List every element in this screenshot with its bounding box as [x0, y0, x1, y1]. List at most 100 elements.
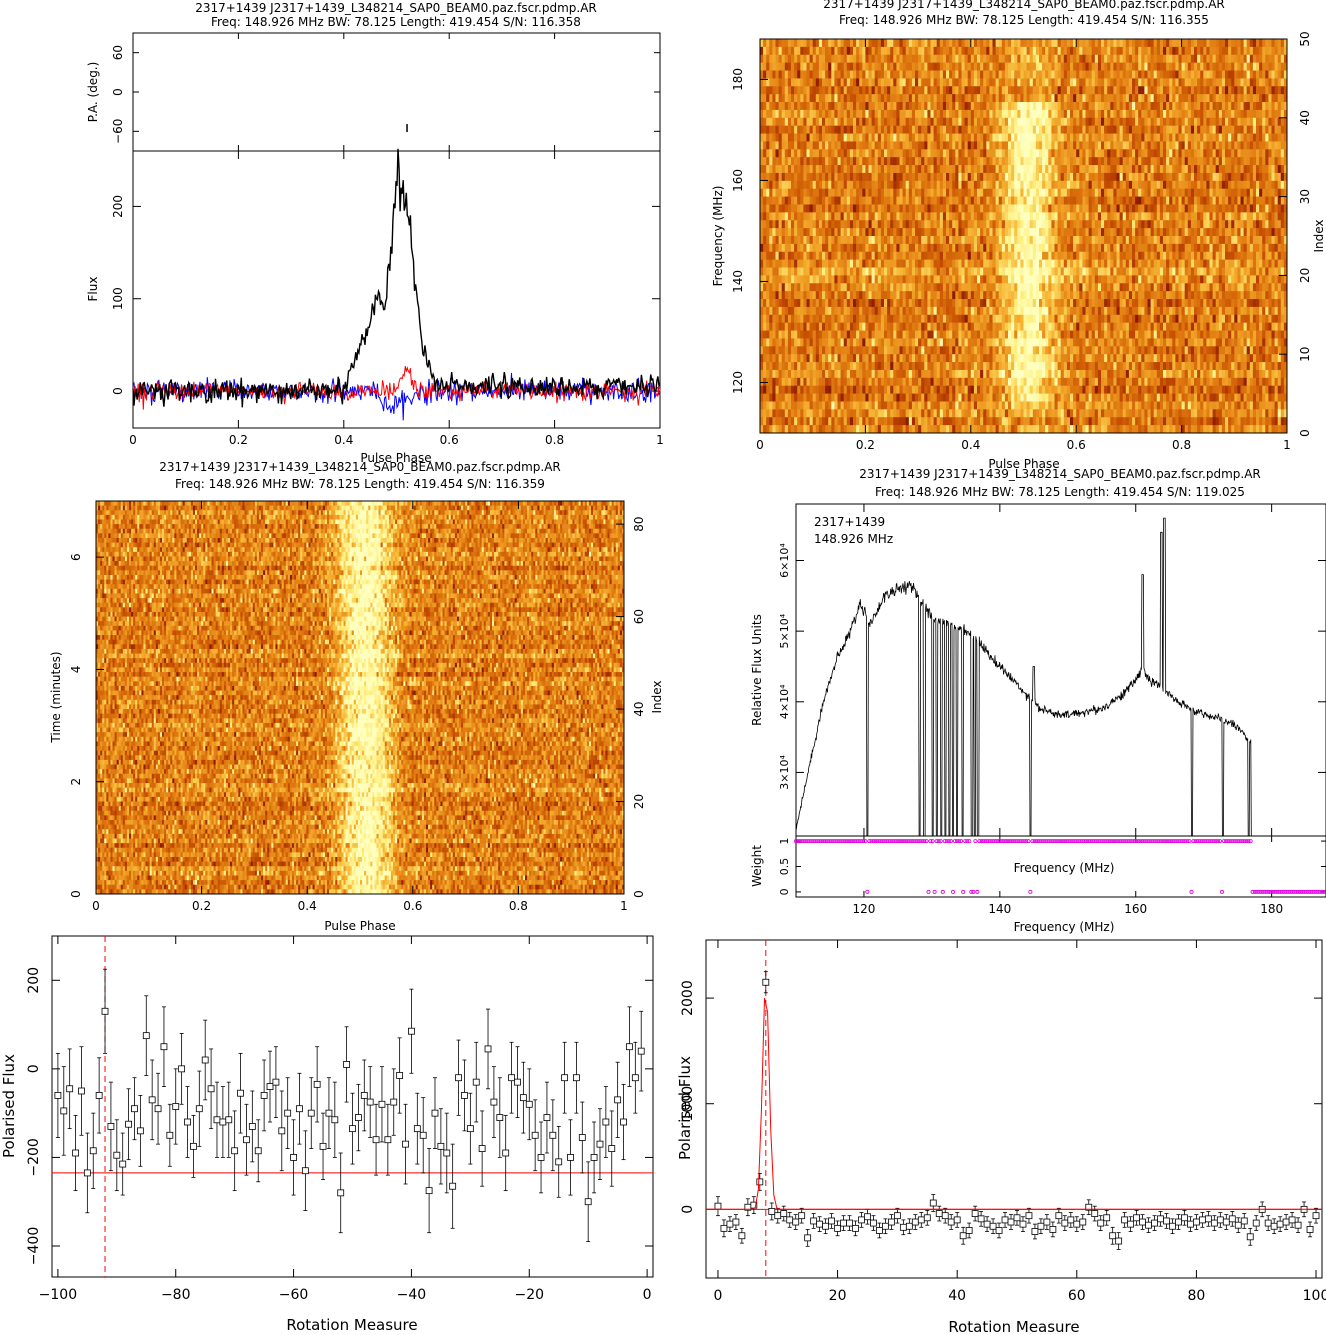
heatmap-cell	[1011, 71, 1015, 79]
heatmap-cell	[1030, 149, 1034, 157]
heatmap-cell	[1231, 173, 1235, 181]
heatmap-cell	[831, 141, 835, 149]
heatmap-cell	[893, 181, 897, 189]
heatmap-cell	[1117, 47, 1121, 55]
heatmap-cell	[1135, 141, 1139, 149]
heatmap-cell	[878, 212, 882, 220]
heatmap-cell	[1005, 39, 1009, 47]
heatmap-cell	[1008, 118, 1012, 126]
heatmap-cell	[952, 173, 956, 181]
heatmap-cell	[1027, 149, 1031, 157]
heatmap-cell	[896, 55, 900, 63]
heatmap-cell	[800, 204, 804, 212]
heatmap-cell	[912, 94, 916, 102]
heatmap-cell	[996, 110, 1000, 118]
heatmap-cell	[856, 94, 860, 102]
heatmap-cell	[841, 204, 845, 212]
heatmap-cell	[896, 71, 900, 79]
heatmap-cell	[931, 181, 935, 189]
heatmap-cell	[810, 63, 814, 71]
heatmap-cell	[1225, 71, 1229, 79]
heatmap-cell	[1259, 71, 1263, 79]
heatmap-cell	[772, 197, 776, 205]
heatmap-cell	[847, 157, 851, 165]
heatmap-cell	[1036, 197, 1040, 205]
heatmap-cell	[772, 157, 776, 165]
heatmap-cell	[791, 204, 795, 212]
heatmap-cell	[1079, 126, 1083, 134]
heatmap-cell	[834, 173, 838, 181]
heatmap-cell	[993, 149, 997, 157]
heatmap-cell	[1234, 181, 1238, 189]
heatmap-cell	[884, 63, 888, 71]
heatmap-cell	[1082, 157, 1086, 165]
heatmap-cell	[1086, 126, 1090, 134]
heatmap-cell	[1253, 39, 1257, 47]
heatmap-cell	[1206, 126, 1210, 134]
heatmap-cell	[1213, 173, 1217, 181]
heatmap-cell	[1200, 181, 1204, 189]
heatmap-cell	[822, 134, 826, 142]
heatmap-cell	[1182, 86, 1186, 94]
heatmap-cell	[1107, 189, 1111, 197]
heatmap-cell	[1117, 94, 1121, 102]
heatmap-cell	[931, 189, 935, 197]
heatmap-cell	[943, 102, 947, 110]
heatmap-cell	[1017, 141, 1021, 149]
heatmap-cell	[993, 86, 997, 94]
heatmap-cell	[1244, 86, 1248, 94]
heatmap-cell	[999, 149, 1003, 157]
heatmap-cell	[1179, 157, 1183, 165]
heatmap-cell	[924, 181, 928, 189]
heatmap-cell	[797, 39, 801, 47]
heatmap-cell	[782, 102, 786, 110]
heatmap-cell	[934, 212, 938, 220]
heatmap-cell	[813, 110, 817, 118]
heatmap-cell	[875, 47, 879, 55]
heatmap-cell	[890, 47, 894, 55]
heatmap-cell	[794, 86, 798, 94]
heatmap-cell	[1203, 212, 1207, 220]
heatmap-cell	[1082, 181, 1086, 189]
heatmap-cell	[1095, 78, 1099, 86]
heatmap-cell	[915, 86, 919, 94]
heatmap-cell	[927, 55, 931, 63]
heatmap-cell	[999, 204, 1003, 212]
heatmap-cell	[803, 71, 807, 79]
heatmap-cell	[1203, 47, 1207, 55]
heatmap-cell	[1098, 86, 1102, 94]
heatmap-cell	[772, 149, 776, 157]
heatmap-cell	[1076, 118, 1080, 126]
heatmap-cell	[983, 173, 987, 181]
heatmap-cell	[1027, 157, 1031, 165]
heatmap-cell	[1126, 197, 1130, 205]
heatmap-cell	[785, 86, 789, 94]
heatmap-cell	[1281, 149, 1285, 157]
heatmap-cell	[1107, 86, 1111, 94]
heatmap-cell	[1030, 94, 1034, 102]
heatmap-cell	[1048, 55, 1052, 63]
heatmap-cell	[986, 204, 990, 212]
heatmap-cell	[999, 63, 1003, 71]
heatmap-cell	[1117, 102, 1121, 110]
heatmap-cell	[1206, 181, 1210, 189]
heatmap-cell	[1113, 102, 1117, 110]
heatmap-cell	[834, 118, 838, 126]
heatmap-cell	[921, 71, 925, 79]
heatmap-cell	[862, 165, 866, 173]
heatmap-cell	[974, 181, 978, 189]
heatmap-cell	[955, 165, 959, 173]
heatmap-cell	[1188, 149, 1192, 157]
heatmap-cell	[807, 173, 811, 181]
heatmap-cell	[1123, 141, 1127, 149]
heatmap-cell	[853, 86, 857, 94]
heatmap-cell	[1250, 39, 1254, 47]
heatmap-cell	[996, 204, 1000, 212]
heatmap-cell	[1206, 173, 1210, 181]
heatmap-cell	[1051, 39, 1055, 47]
heatmap-cell	[828, 110, 832, 118]
heatmap-cell	[1033, 141, 1037, 149]
heatmap-cell	[853, 47, 857, 55]
heatmap-cell	[872, 118, 876, 126]
heatmap-cell	[816, 94, 820, 102]
